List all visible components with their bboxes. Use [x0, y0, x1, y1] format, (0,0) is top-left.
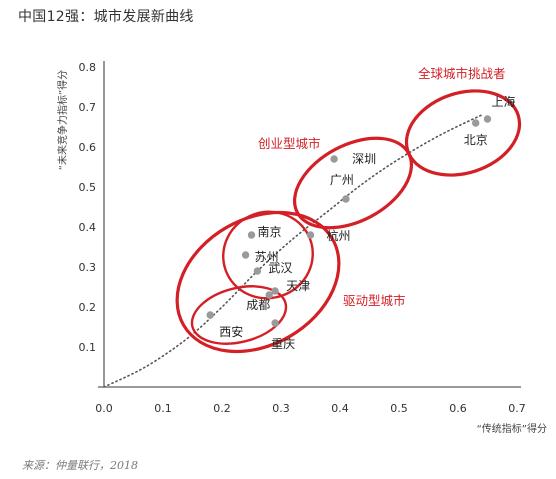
x-tick-label: 0.1: [154, 402, 172, 415]
data-label: 上海: [492, 94, 516, 109]
data-point: [271, 287, 279, 295]
data-point: [271, 319, 279, 327]
data-point: [241, 251, 250, 259]
x-tick-label: 0.7: [508, 402, 526, 415]
y-tick-label: 0.5: [79, 181, 97, 194]
data-point: [206, 311, 214, 319]
group-label-driver-cities: 驱动型城市: [343, 293, 406, 308]
data-label: 重庆: [271, 337, 295, 351]
x-tick-label: 0.4: [331, 402, 349, 415]
source-note: 来源：仲量联行，2018: [22, 459, 138, 472]
y-tick-label: 0.2: [79, 301, 97, 314]
y-axis-label: “未来竞争力指标”得分: [56, 70, 69, 170]
group-label-startup-cities: 创业型城市: [258, 136, 321, 151]
data-label: 苏州: [255, 250, 279, 264]
chart-title: 中国12强：城市发展新曲线: [18, 9, 194, 25]
data-point: [306, 231, 315, 239]
data-label: 北京: [464, 133, 488, 147]
data-point: [253, 267, 262, 275]
subgroup-ring-south-cluster: [222, 210, 314, 300]
data-point: [265, 291, 273, 299]
x-tick-label: 0.2: [213, 402, 231, 415]
subgroup-ring-west-cluster: [190, 285, 288, 345]
x-tick-label: 0.3: [272, 402, 290, 415]
data-label: 深圳: [352, 152, 376, 166]
group-label-global-challengers: 全球城市挑战者: [418, 66, 506, 81]
data-label: 成都: [246, 298, 270, 312]
data-point: [483, 115, 492, 123]
data-point: [342, 195, 350, 203]
x-tick-label: 0.6: [449, 402, 467, 415]
data-label: 天津: [286, 279, 310, 293]
y-tick-label: 0.3: [79, 261, 97, 274]
y-tick-label: 0.1: [79, 341, 97, 354]
y-tick-label: 0.8: [79, 61, 97, 74]
data-label: 杭州: [327, 228, 351, 243]
trend-curve: [103, 114, 483, 388]
group-ring-startup-cities: [292, 136, 414, 230]
data-label: 西安: [219, 324, 243, 339]
data-label: 广州: [330, 173, 354, 187]
data-point: [472, 119, 480, 127]
data-point: [330, 155, 338, 163]
x-tick-label: 0.5: [390, 402, 408, 415]
x-tick-label: 0.0: [95, 402, 113, 415]
data-point: [247, 231, 256, 239]
y-tick-label: 0.6: [79, 141, 97, 154]
x-axis-label: “传统指标”得分: [477, 422, 547, 435]
y-tick-label: 0.7: [79, 101, 97, 114]
group-ring-driver-cities: [175, 210, 341, 354]
y-tick-label: 0.4: [79, 221, 97, 234]
data-label: 武汉: [268, 261, 292, 275]
data-label: 南京: [258, 224, 282, 239]
